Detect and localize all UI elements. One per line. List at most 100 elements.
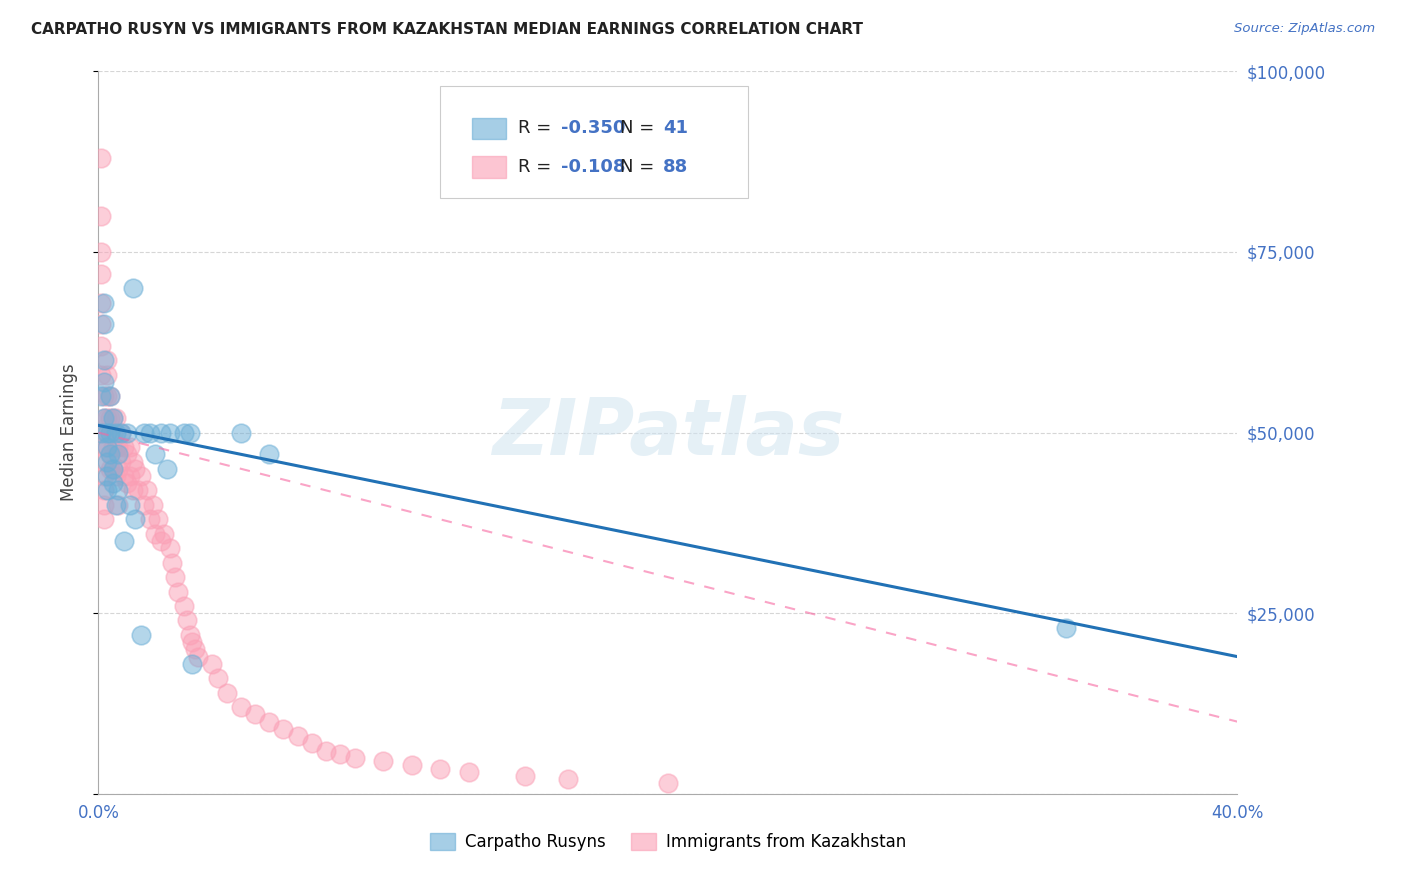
- Point: [121, 454, 143, 468]
- Point: [96, 469, 118, 483]
- Point: [107, 447, 129, 461]
- Point: [329, 747, 352, 761]
- Point: [179, 425, 201, 440]
- Text: R =: R =: [517, 158, 557, 176]
- Point: [557, 772, 579, 787]
- Point: [184, 642, 207, 657]
- Point: [96, 483, 118, 498]
- Point: [229, 425, 252, 440]
- Point: [93, 411, 115, 425]
- Point: [90, 295, 112, 310]
- Point: [96, 454, 118, 468]
- Point: [132, 425, 155, 440]
- FancyBboxPatch shape: [472, 118, 506, 139]
- Point: [287, 729, 309, 743]
- Point: [93, 317, 115, 331]
- Point: [110, 425, 132, 440]
- Point: [107, 483, 129, 498]
- Point: [90, 425, 112, 440]
- Text: R =: R =: [517, 120, 557, 137]
- Point: [124, 462, 146, 476]
- Point: [138, 512, 160, 526]
- Point: [315, 743, 337, 757]
- Point: [93, 469, 115, 483]
- Point: [93, 375, 115, 389]
- Point: [373, 755, 395, 769]
- Point: [162, 556, 184, 570]
- Point: [1056, 621, 1078, 635]
- Legend: Carpatho Rusyns, Immigrants from Kazakhstan: Carpatho Rusyns, Immigrants from Kazakhs…: [423, 826, 912, 858]
- Point: [150, 533, 173, 548]
- Point: [90, 151, 112, 165]
- Point: [118, 440, 141, 454]
- Point: [657, 776, 679, 790]
- Point: [159, 425, 181, 440]
- Point: [93, 389, 115, 403]
- Point: [207, 671, 229, 685]
- Point: [401, 758, 423, 772]
- Point: [135, 483, 157, 498]
- Text: CARPATHO RUSYN VS IMMIGRANTS FROM KAZAKHSTAN MEDIAN EARNINGS CORRELATION CHART: CARPATHO RUSYN VS IMMIGRANTS FROM KAZAKH…: [31, 22, 863, 37]
- Point: [118, 469, 141, 483]
- Point: [98, 411, 121, 425]
- Point: [101, 462, 124, 476]
- Point: [101, 440, 124, 454]
- Point: [457, 765, 479, 780]
- Point: [153, 526, 176, 541]
- Point: [167, 584, 190, 599]
- Point: [141, 498, 163, 512]
- Text: N =: N =: [620, 120, 659, 137]
- Point: [101, 411, 124, 425]
- Point: [96, 440, 118, 454]
- Point: [93, 295, 115, 310]
- Point: [173, 425, 195, 440]
- Point: [110, 454, 132, 468]
- Point: [90, 244, 112, 259]
- Text: 41: 41: [664, 120, 689, 137]
- Point: [93, 454, 115, 468]
- Point: [181, 657, 204, 671]
- Point: [124, 512, 146, 526]
- Point: [98, 447, 121, 461]
- Point: [127, 483, 149, 498]
- Point: [104, 425, 127, 440]
- Point: [93, 425, 115, 440]
- Point: [176, 614, 198, 628]
- Point: [145, 447, 167, 461]
- Point: [179, 628, 201, 642]
- Point: [201, 657, 224, 671]
- Text: N =: N =: [620, 158, 659, 176]
- Point: [148, 512, 170, 526]
- Point: [115, 476, 138, 491]
- Point: [259, 714, 281, 729]
- Point: [215, 686, 238, 700]
- Point: [259, 447, 281, 461]
- Point: [129, 628, 152, 642]
- Text: -0.350: -0.350: [561, 120, 626, 137]
- Point: [96, 425, 118, 440]
- Point: [98, 447, 121, 461]
- Point: [165, 570, 187, 584]
- Point: [96, 425, 118, 440]
- Point: [96, 440, 118, 454]
- Point: [101, 476, 124, 491]
- Point: [181, 635, 204, 649]
- Point: [121, 483, 143, 498]
- Point: [129, 469, 152, 483]
- Point: [159, 541, 181, 556]
- FancyBboxPatch shape: [440, 86, 748, 198]
- Point: [93, 353, 115, 368]
- Point: [112, 469, 135, 483]
- Point: [93, 483, 115, 498]
- Point: [96, 353, 118, 368]
- Text: 88: 88: [664, 158, 689, 176]
- Point: [243, 707, 266, 722]
- Point: [112, 533, 135, 548]
- Point: [138, 425, 160, 440]
- Point: [173, 599, 195, 613]
- Point: [93, 411, 115, 425]
- Point: [121, 281, 143, 295]
- Point: [110, 425, 132, 440]
- Point: [104, 469, 127, 483]
- Point: [145, 526, 167, 541]
